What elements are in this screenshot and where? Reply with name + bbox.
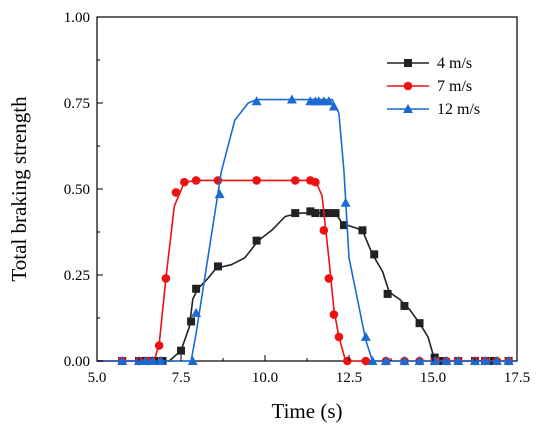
legend-label: 12 m/s — [437, 101, 480, 118]
data-point — [306, 207, 315, 216]
series-2 — [97, 176, 517, 366]
legend-marker — [403, 81, 413, 91]
legend-label: 7 m/s — [437, 78, 472, 95]
y-tick-label: 0.75 — [64, 96, 90, 112]
data-point — [328, 101, 339, 111]
data-point — [415, 319, 424, 328]
data-point — [441, 356, 452, 365]
data-point — [360, 331, 371, 341]
data-point — [161, 274, 171, 283]
y-tick-label: 0.50 — [64, 182, 90, 198]
data-point — [252, 176, 261, 185]
data-point — [329, 310, 339, 319]
data-point — [192, 284, 201, 293]
series-line — [97, 98, 517, 362]
data-point — [311, 209, 320, 218]
y-tick-label: 0.25 — [64, 268, 90, 284]
data-point — [252, 236, 261, 245]
data-point — [155, 356, 166, 365]
x-axis-title: Time (s) — [272, 399, 343, 423]
data-point — [370, 250, 379, 259]
series-3 — [97, 94, 517, 365]
data-point — [340, 197, 351, 207]
data-point — [358, 226, 367, 235]
legend-item: 4 m/s — [387, 55, 472, 72]
legend-item: 7 m/s — [387, 78, 472, 95]
data-point — [380, 356, 391, 365]
data-point — [187, 317, 196, 326]
data-point — [191, 176, 201, 185]
legend-marker — [403, 104, 413, 113]
data-point — [147, 356, 158, 365]
data-point — [251, 96, 262, 106]
data-point — [324, 209, 333, 218]
data-point — [323, 96, 334, 106]
tick-layer: 5.0 7.5 10.0 12.5 15.0 17.5 0.00 0.25 0.50 0.75 1.… — [64, 10, 530, 386]
x-tick-label: 12.5 — [336, 370, 362, 386]
data-point — [399, 356, 410, 365]
data-point — [291, 209, 300, 218]
data-point — [383, 289, 392, 298]
legend-marker — [404, 59, 412, 67]
data-point — [503, 356, 514, 365]
y-axis-title: Total braking strength — [7, 96, 31, 282]
data-point — [154, 341, 164, 350]
data-point — [311, 177, 320, 187]
legend-item: 12 m/s — [387, 101, 480, 118]
data-point — [400, 301, 409, 310]
data-point — [171, 188, 181, 197]
data-point — [214, 189, 225, 199]
x-tick-label: 5.0 — [88, 370, 107, 386]
data-point — [286, 94, 297, 104]
data-point — [187, 356, 198, 365]
series-layer — [97, 94, 517, 366]
x-tick-label: 17.5 — [504, 370, 530, 386]
data-point — [414, 356, 425, 365]
data-point — [339, 221, 348, 230]
data-point — [117, 356, 128, 365]
y-tick-label: 0.00 — [64, 354, 90, 370]
data-point — [290, 176, 300, 185]
data-point — [453, 356, 464, 365]
legend-label: 4 m/s — [437, 55, 472, 72]
x-tick-label: 15.0 — [420, 370, 446, 386]
data-point — [334, 332, 344, 342]
x-tick-label: 10.0 — [252, 370, 278, 386]
data-point — [429, 356, 440, 365]
data-point — [191, 307, 202, 317]
y-tick-label: 1.00 — [64, 10, 90, 26]
data-point — [180, 177, 189, 187]
data-point — [480, 356, 491, 365]
data-point — [491, 356, 502, 365]
x-tick-label: 7.5 — [172, 370, 191, 386]
data-point — [343, 356, 352, 366]
legend: 4 m/s 7 m/s 12 m/s — [387, 55, 480, 118]
data-point — [331, 209, 340, 218]
data-point — [367, 356, 378, 365]
data-point — [319, 225, 329, 235]
data-point — [140, 356, 151, 365]
data-point — [177, 346, 185, 355]
data-point — [361, 356, 371, 366]
data-point — [324, 274, 334, 283]
data-point — [213, 262, 222, 271]
series-line — [97, 212, 517, 362]
